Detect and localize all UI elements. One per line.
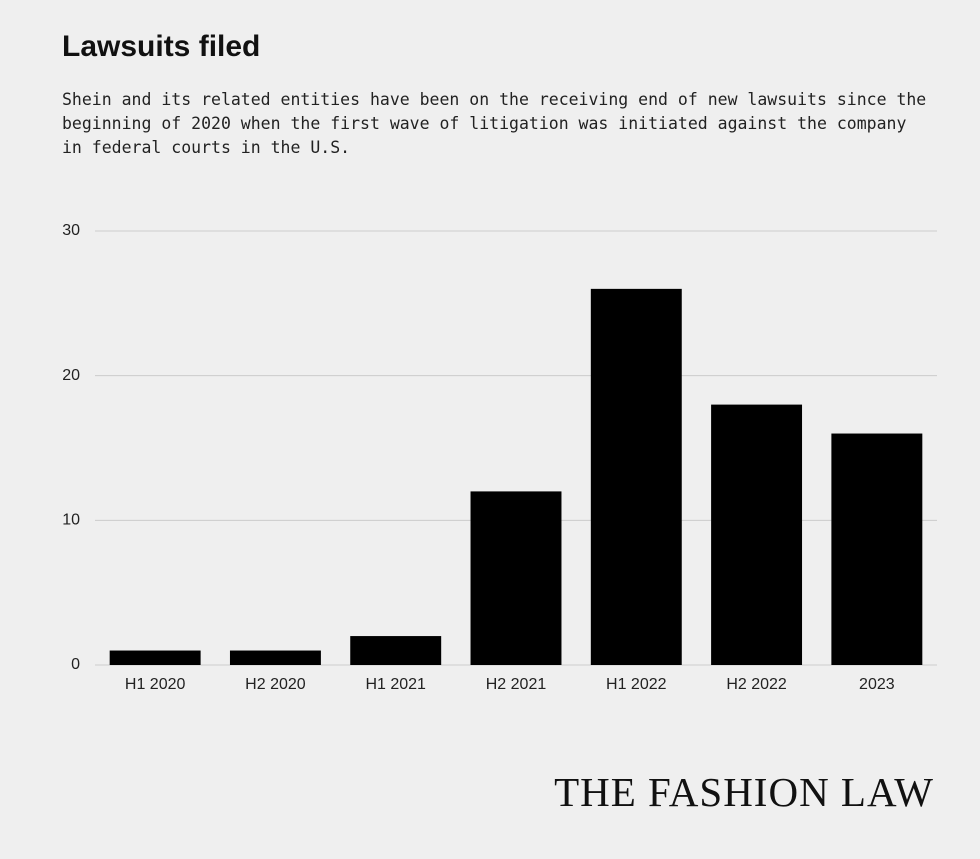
- bar: [229, 650, 321, 665]
- y-tick-label: 20: [62, 367, 80, 384]
- y-tick-label: 10: [62, 512, 80, 529]
- x-tick-label: H2 2022: [726, 676, 787, 693]
- x-tick-label: H2 2021: [486, 676, 547, 693]
- x-tick-label: H2 2020: [245, 676, 306, 693]
- chart: 0 10 20 30 H1 2020 H2 2020 H1 2021 H2 2021 H1 20…: [62, 222, 937, 693]
- x-tick-label: H1 2021: [365, 676, 426, 693]
- chart-subtitle: Shein and its related entities have been…: [62, 90, 927, 157]
- bar: [109, 650, 201, 665]
- brand-logo: THE FASHION LAW: [554, 769, 934, 815]
- y-tick-label: 30: [62, 222, 80, 239]
- bar: [590, 288, 682, 665]
- bar: [350, 636, 442, 665]
- x-tick-label: H1 2020: [125, 676, 186, 693]
- bar: [711, 404, 803, 665]
- y-tick-label: 0: [71, 656, 80, 673]
- x-tick-label: 2023: [859, 676, 895, 693]
- bar: [831, 433, 923, 665]
- x-tick-label: H1 2022: [606, 676, 667, 693]
- chart-title: Lawsuits filed: [62, 30, 261, 63]
- bar: [470, 491, 562, 665]
